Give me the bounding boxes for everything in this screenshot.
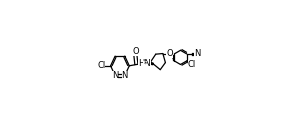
Text: HN: HN xyxy=(139,59,151,68)
Text: N: N xyxy=(112,71,118,80)
Text: N: N xyxy=(122,71,128,80)
Text: O: O xyxy=(132,47,139,57)
Text: N: N xyxy=(194,49,200,58)
Text: *: * xyxy=(144,61,147,67)
Text: Cl: Cl xyxy=(97,61,105,70)
Text: Cl: Cl xyxy=(188,60,196,69)
Polygon shape xyxy=(147,63,153,65)
Text: O: O xyxy=(166,49,173,58)
